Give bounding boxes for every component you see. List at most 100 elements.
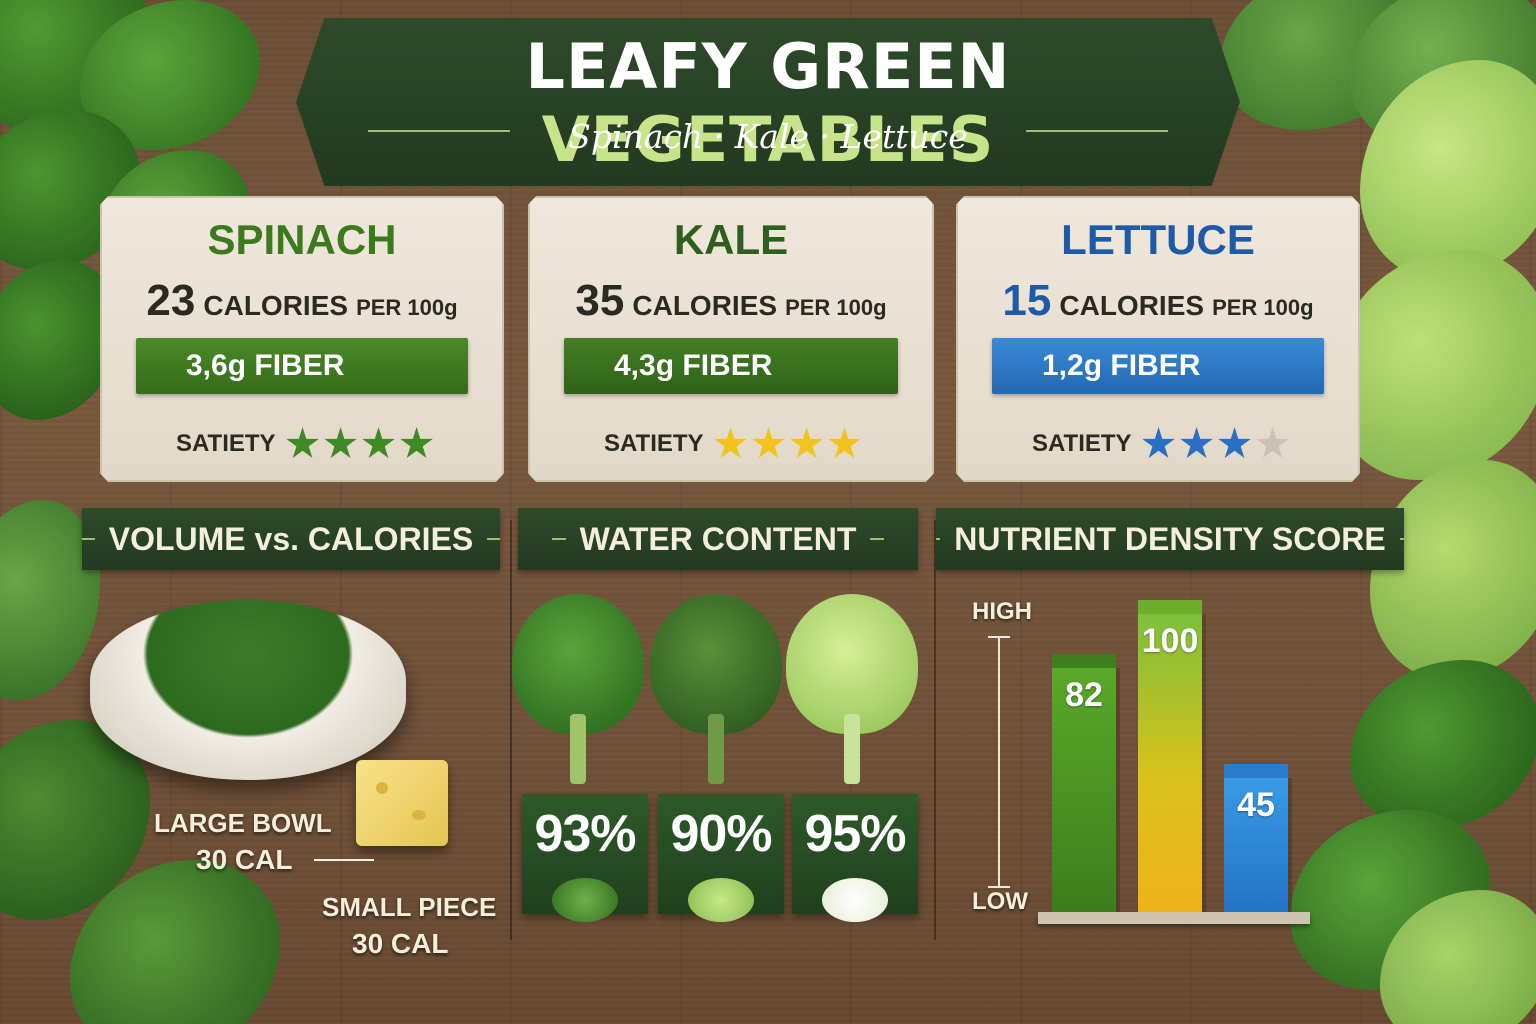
large-bowl-calories: 30 CAL — [196, 844, 293, 875]
small-piece-calories: 30 CAL — [352, 928, 449, 959]
satiety-rating: SATIETY — [1032, 424, 1328, 464]
title-rule-left — [368, 130, 510, 132]
calories-label: CALORIES — [203, 290, 349, 321]
panel-divider — [510, 520, 512, 940]
header-dash — [936, 538, 941, 540]
spinach-plant-image — [512, 594, 644, 784]
page-title: LEAFY GREEN VEGETABLES — [296, 30, 1240, 176]
satiety-rating: SATIETY — [176, 424, 472, 464]
calories-unit: PER 100g — [1212, 295, 1314, 320]
card-spinach: SPINACH 23 CALORIES PER 100g 3,6g FIBER SA… — [100, 196, 504, 482]
spinach-leaves-bottom-right — [1290, 660, 1536, 1024]
chart-base — [1038, 912, 1310, 924]
water-percent: 95% — [804, 805, 906, 863]
y-axis-tick-high — [988, 636, 1010, 638]
water-percent: 93% — [534, 805, 636, 863]
section-header-water: WATER CONTENT — [518, 508, 918, 570]
satiety-label: SATIETY — [604, 430, 704, 457]
calories-value: 35 — [575, 276, 625, 325]
star-icon — [400, 427, 433, 458]
page-subtitle: Spinach · Kale · Lettuce — [568, 117, 968, 156]
bar-cap — [1224, 764, 1288, 778]
header-dash — [1399, 538, 1404, 540]
bar-cap — [1138, 600, 1202, 614]
axis-low-label: LOW — [972, 888, 1028, 915]
nutrient-bar: 100 — [1138, 600, 1202, 912]
calories-value: 23 — [146, 276, 196, 325]
card-name: LETTUCE — [1061, 216, 1255, 263]
calories-line: 15 CALORIES PER 100g — [958, 276, 1358, 326]
title-rule-right — [1026, 130, 1168, 132]
satiety-rating: SATIETY — [604, 424, 902, 464]
title-accent: VEGETABLES — [541, 103, 995, 176]
lettuce-icon — [822, 878, 888, 922]
card-name: KALE — [673, 216, 789, 263]
title-banner — [296, 18, 1240, 186]
fiber-bar: 4,3g FIBER — [564, 338, 898, 394]
star-icon — [324, 427, 357, 458]
comparison-line — [314, 859, 374, 861]
satiety-stars — [714, 427, 862, 461]
star-icon — [1142, 427, 1175, 458]
star-icon — [362, 427, 395, 458]
nutrient-bar: 82 — [1052, 654, 1116, 912]
y-axis-tick-low — [988, 886, 1010, 888]
fiber-bar: 1,2g FIBER — [992, 338, 1324, 394]
star-icon — [752, 427, 785, 458]
cheese-piece-image — [356, 760, 448, 846]
calories-unit: PER 100g — [356, 295, 458, 320]
lettuce-leaves-right — [1330, 60, 1536, 680]
star-icon — [714, 427, 747, 458]
header-dash — [551, 538, 566, 540]
calories-value: 15 — [1002, 276, 1052, 325]
card-kale: KALE 35 CALORIES PER 100g 4,3g FIBER SATIE… — [528, 196, 934, 482]
kale-icon — [688, 878, 754, 922]
nutrient-bar: 45 — [1224, 764, 1288, 912]
water-percent-spinach: 93% — [522, 794, 648, 922]
bar-value-label: 100 — [1141, 622, 1199, 660]
calories-line: 35 CALORIES PER 100g — [530, 276, 932, 326]
axis-high-label: HIGH — [972, 598, 1032, 625]
calories-line: 23 CALORIES PER 100g — [102, 276, 502, 326]
star-icon — [1180, 427, 1213, 458]
bar-value-label: 82 — [1065, 676, 1103, 714]
fiber-value: 4,3g FIBER — [614, 349, 773, 382]
star-icon — [1256, 427, 1289, 458]
water-percent: 90% — [670, 805, 772, 863]
star-icon — [286, 427, 319, 458]
fiber-value: 1,2g FIBER — [1042, 349, 1201, 382]
satiety-label: SATIETY — [176, 430, 276, 457]
y-axis — [998, 636, 1000, 888]
star-icon — [828, 427, 861, 458]
card-lettuce: LETTUCE 15 CALORIES PER 100g 1,2g FIBER SA… — [956, 196, 1360, 482]
fiber-value: 3,6g FIBER — [186, 349, 345, 382]
calories-label: CALORIES — [1059, 290, 1205, 321]
header-dash — [487, 538, 500, 540]
spinach-leaves-top-left — [0, 0, 290, 480]
lettuce-plant-image — [786, 594, 918, 784]
section-title: VOLUME vs. CALORIES — [108, 520, 474, 557]
star-icon — [1218, 427, 1251, 458]
water-percent-kale: 90% — [658, 794, 784, 922]
water-percent-lettuce: 95% — [792, 794, 918, 922]
calories-unit: PER 100g — [785, 295, 887, 320]
section-header-volume: VOLUME vs. CALORIES — [82, 508, 500, 570]
section-header-nutrient: NUTRIENT DENSITY SCORE — [936, 508, 1404, 570]
spinach-icon — [552, 878, 618, 922]
satiety-stars — [286, 427, 434, 461]
section-title: NUTRIENT DENSITY SCORE — [954, 520, 1386, 557]
title-main: LEAFY GREEN — [525, 30, 1011, 103]
header-dash — [82, 538, 95, 540]
star-icon — [790, 427, 823, 458]
section-title: WATER CONTENT — [579, 520, 857, 557]
header-dash — [870, 538, 885, 540]
satiety-label: SATIETY — [1032, 430, 1132, 457]
card-name: SPINACH — [207, 216, 397, 263]
bar-value-label: 45 — [1237, 786, 1275, 824]
satiety-stars — [1142, 427, 1290, 461]
large-bowl-label: LARGE BOWL — [154, 808, 332, 838]
calories-label: CALORIES — [632, 290, 778, 321]
bar-cap — [1052, 654, 1116, 668]
spinach-bowl-image — [90, 600, 406, 780]
small-piece-label: SMALL PIECE — [322, 892, 497, 922]
